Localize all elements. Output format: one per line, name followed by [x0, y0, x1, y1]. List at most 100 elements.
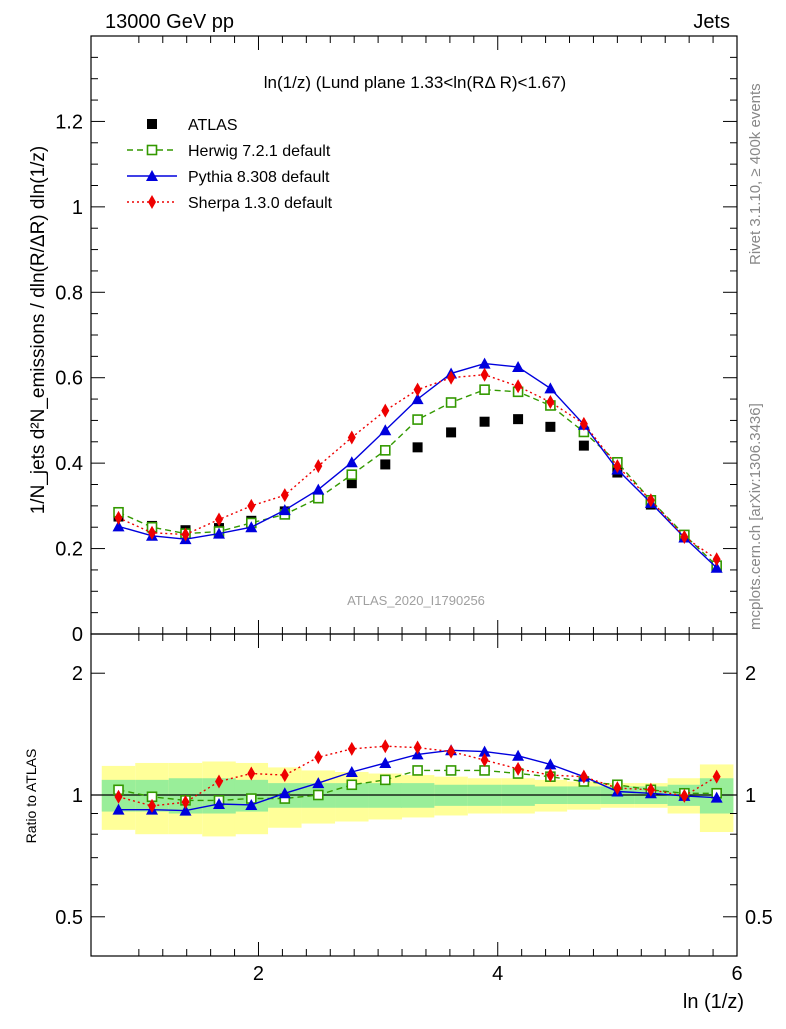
ratio-point-sherpa [215, 774, 224, 789]
ratio-point-sherpa [114, 789, 123, 804]
legend-marker-herwig [146, 144, 158, 156]
main-title: ln(1/z) (Lund plane 1.33<ln(RΔ R)<1.67) [264, 73, 566, 92]
legend-label-pythia: Pythia 8.308 default [188, 169, 330, 186]
main-point-pythia [544, 382, 557, 394]
ratio-point-pythia [512, 749, 525, 761]
header-left: 13000 GeV pp [105, 11, 234, 33]
ratio-point-herwig [479, 765, 490, 776]
main-point-atlas [578, 440, 589, 451]
main-point-sherpa [680, 530, 689, 545]
main-series-layer [112, 357, 723, 573]
main-point-sherpa [413, 382, 422, 397]
mcplots-label: mcplots.cern.ch [arXiv:1306.3436] [747, 403, 764, 630]
ratio-point-pythia [544, 758, 557, 770]
ratio-y-tick-label: 0.5 [55, 907, 83, 929]
ratio-point-sherpa [514, 761, 523, 776]
ratio-point-pythia [213, 798, 226, 810]
ratio-point-pythia [345, 765, 358, 777]
main-point-herwig [479, 384, 490, 395]
ratio-point-pythia [312, 777, 325, 789]
main-point-atlas [380, 459, 391, 470]
ratio-point-pythia [112, 803, 125, 815]
legend-label-sherpa: Sherpa 1.3.0 default [188, 195, 333, 212]
main-point-atlas [346, 478, 357, 489]
main-point-herwig [379, 445, 391, 456]
main-point-sherpa [480, 367, 489, 382]
ratio-point-sherpa [712, 769, 721, 784]
main-series-sherpa [114, 367, 721, 567]
main-point-atlas [545, 421, 556, 432]
main-point-pythia [112, 520, 125, 532]
main-point-sherpa [646, 493, 655, 508]
main-point-sherpa [546, 395, 555, 410]
main-point-sherpa [181, 527, 190, 542]
main-point-herwig [445, 397, 457, 408]
ratio-point-pythia [710, 791, 723, 803]
main-y-tick-label: 0 [72, 624, 83, 646]
main-point-sherpa [613, 459, 622, 474]
ratio-point-sherpa [646, 782, 655, 797]
ratio-point-sherpa [447, 744, 456, 759]
main-point-atlas [412, 442, 423, 453]
ratio-y-axis-label: Ratio to ATLAS [23, 749, 39, 844]
ratio-point-sherpa [148, 798, 157, 813]
ratio-y-tick-label: 2 [72, 663, 83, 685]
ratio-y-tick-label-right: 0.5 [745, 907, 773, 929]
legend-marker-sherpa [148, 195, 156, 209]
main-point-sherpa [579, 416, 588, 431]
ratio-point-sherpa [546, 768, 555, 783]
ratio-point-pythia [278, 787, 291, 799]
ratio-point-sherpa [247, 766, 256, 781]
ratio-point-herwig [445, 765, 457, 776]
main-y-tick-label: 0.8 [55, 282, 83, 304]
main-point-herwig [346, 469, 358, 480]
main-y-tick-label: 0.6 [55, 368, 83, 390]
ratio-axes: 2 4 6 0.5 0.5 1 1 2 2 [55, 633, 773, 985]
legend: ATLAS Herwig 7.2.1 default Pythia 8.308 de… [127, 117, 333, 212]
ratio-point-sherpa [280, 768, 289, 783]
main-point-herwig [412, 414, 423, 425]
main-y-tick-label: 1 [72, 197, 83, 219]
ratio-point-pythia [478, 745, 491, 757]
main-point-pythia [710, 561, 723, 573]
main-point-pythia [379, 424, 392, 436]
x-tick-label: 6 [731, 963, 742, 985]
main-point-sherpa [114, 510, 123, 525]
ratio-point-pythia [179, 804, 192, 816]
x-tick-label: 2 [253, 963, 264, 985]
main-point-sherpa [381, 403, 390, 418]
ratio-point-sherpa [381, 739, 390, 754]
main-series-atlas [113, 414, 722, 572]
legend-marker-pythia [146, 170, 158, 181]
ratio-point-sherpa [413, 740, 422, 755]
x-axis-label: ln (1/z) [683, 991, 744, 1013]
main-y-tick-label: 0.4 [55, 453, 83, 475]
main-axes: 0 0.2 0.4 0.6 0.8 1 1.2 [55, 35, 738, 646]
legend-marker-atlas [147, 119, 157, 129]
main-point-sherpa [447, 370, 456, 385]
x-tick-label: 4 [492, 963, 503, 985]
main-y-tick-label: 0.2 [55, 539, 83, 561]
main-point-pythia [312, 483, 325, 495]
main-point-sherpa [514, 379, 523, 394]
ratio-point-sherpa [680, 788, 689, 803]
legend-label-atlas: ATLAS [188, 117, 238, 134]
ratio-series-sherpa [114, 739, 721, 813]
main-point-pythia [478, 357, 491, 369]
main-point-pythia [278, 504, 291, 516]
main-y-axis-label: 1/N_jets d²N_emissions / dln(R/ΔR) dln(1… [28, 146, 49, 515]
main-point-atlas [446, 427, 457, 438]
ratio-y-tick-label-right: 2 [745, 663, 756, 685]
rivet-label: Rivet 3.1.10, ≥ 400k events [747, 83, 764, 265]
main-y-tick-label: 1.2 [55, 111, 83, 133]
main-point-pythia [411, 393, 424, 405]
main-point-pythia [345, 456, 358, 468]
main-point-pythia [512, 361, 525, 373]
ratio-y-tick-label: 1 [72, 785, 83, 807]
ratio-point-herwig [346, 779, 358, 791]
main-point-atlas [479, 416, 490, 427]
ratio-point-sherpa [181, 795, 190, 810]
ratio-series-layer [112, 739, 723, 816]
ratio-y-tick-label-right: 1 [745, 785, 756, 807]
